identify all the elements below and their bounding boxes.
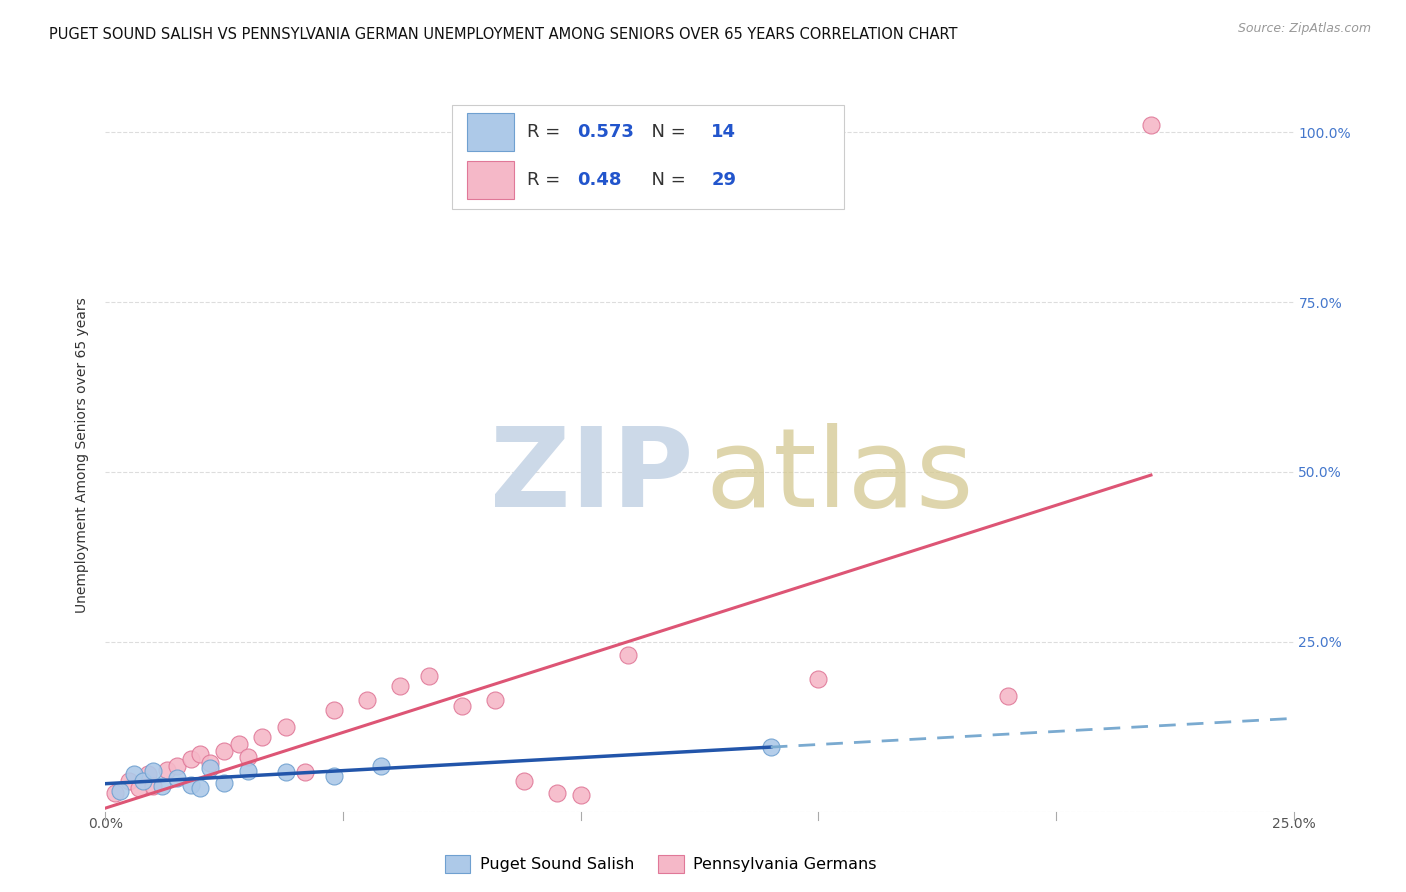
Point (142, 764, 165, 778)
Point (118, 774, 141, 789)
Point (128, 780, 150, 795)
Point (274, 720, 297, 734)
Point (1140, 118, 1163, 132)
Text: atlas: atlas (706, 423, 974, 530)
Point (370, 758, 392, 772)
Point (807, 672, 830, 686)
Point (198, 756, 221, 770)
Text: R =: R = (527, 123, 567, 141)
Point (152, 779, 174, 793)
Point (198, 760, 221, 774)
Point (166, 758, 188, 772)
FancyBboxPatch shape (467, 161, 515, 200)
Text: ZIP: ZIP (491, 423, 693, 530)
Text: 14: 14 (711, 123, 737, 141)
Point (389, 679, 412, 693)
Point (236, 750, 259, 764)
Point (166, 771, 188, 785)
Point (142, 779, 165, 793)
Point (322, 703, 344, 717)
Text: PUGET SOUND SALISH VS PENNSYLVANIA GERMAN UNEMPLOYMENT AMONG SENIORS OVER 65 YEA: PUGET SOUND SALISH VS PENNSYLVANIA GERMA… (49, 27, 957, 42)
Point (274, 765, 297, 780)
Point (108, 784, 131, 798)
Point (122, 767, 145, 781)
Point (190, 747, 212, 761)
Point (180, 778, 202, 792)
Text: N =: N = (640, 171, 692, 189)
Point (236, 764, 259, 778)
Point (252, 730, 274, 744)
Y-axis label: Unemployment Among Seniors over 65 years: Unemployment Among Seniors over 65 years (76, 297, 90, 613)
FancyBboxPatch shape (467, 112, 515, 152)
Text: Source: ZipAtlas.com: Source: ZipAtlas.com (1237, 22, 1371, 36)
Point (228, 737, 250, 751)
Text: 0.573: 0.573 (576, 123, 634, 141)
Point (512, 774, 534, 789)
Point (484, 692, 506, 706)
Point (418, 669, 440, 683)
Point (546, 786, 568, 800)
Text: 0.48: 0.48 (576, 171, 621, 189)
FancyBboxPatch shape (453, 105, 845, 209)
Point (617, 648, 640, 663)
Point (214, 776, 236, 790)
Point (569, 788, 592, 802)
Text: R =: R = (527, 171, 567, 189)
Point (356, 692, 378, 706)
Point (214, 743, 236, 757)
Point (104, 786, 127, 800)
Text: 29: 29 (711, 171, 737, 189)
Point (322, 769, 344, 783)
Point (759, 740, 782, 755)
Point (450, 699, 472, 714)
Point (180, 752, 202, 766)
Text: N =: N = (640, 123, 692, 141)
Point (190, 780, 212, 795)
Point (156, 763, 179, 777)
Legend: Puget Sound Salish, Pennsylvania Germans: Puget Sound Salish, Pennsylvania Germans (439, 848, 883, 880)
Point (136, 767, 159, 781)
Point (132, 774, 155, 789)
Point (294, 765, 316, 780)
Point (997, 689, 1019, 703)
